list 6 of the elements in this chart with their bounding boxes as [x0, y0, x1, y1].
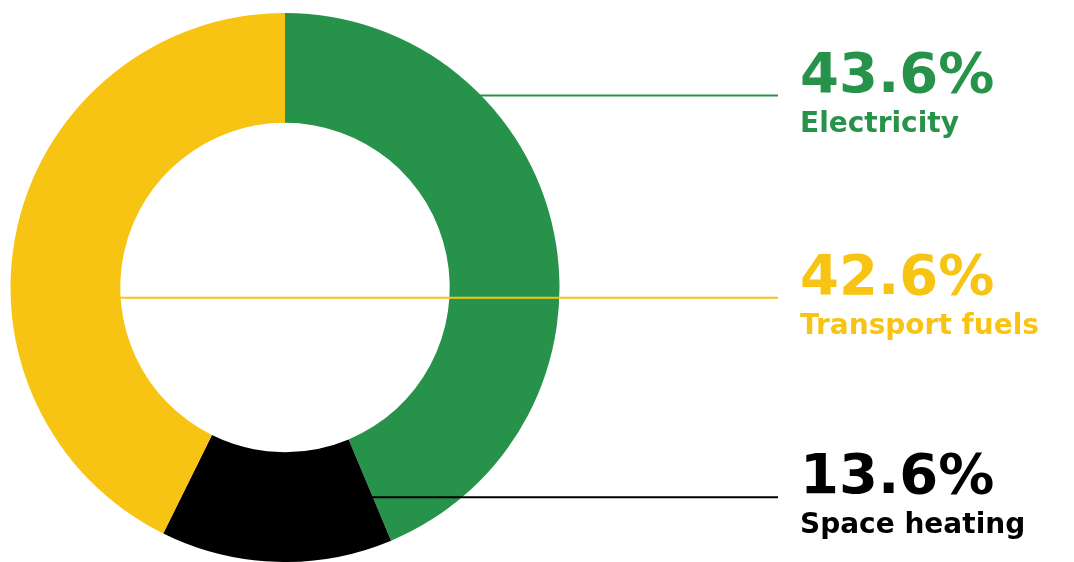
slice-label: Electricity — [800, 105, 959, 139]
data-label: 42.6% — [800, 241, 995, 307]
slice-label: Space heating — [800, 507, 1026, 541]
data-label: 13.6% — [800, 441, 995, 507]
data-label: 43.6% — [800, 39, 995, 105]
slice-label: Transport fuels — [800, 307, 1039, 341]
